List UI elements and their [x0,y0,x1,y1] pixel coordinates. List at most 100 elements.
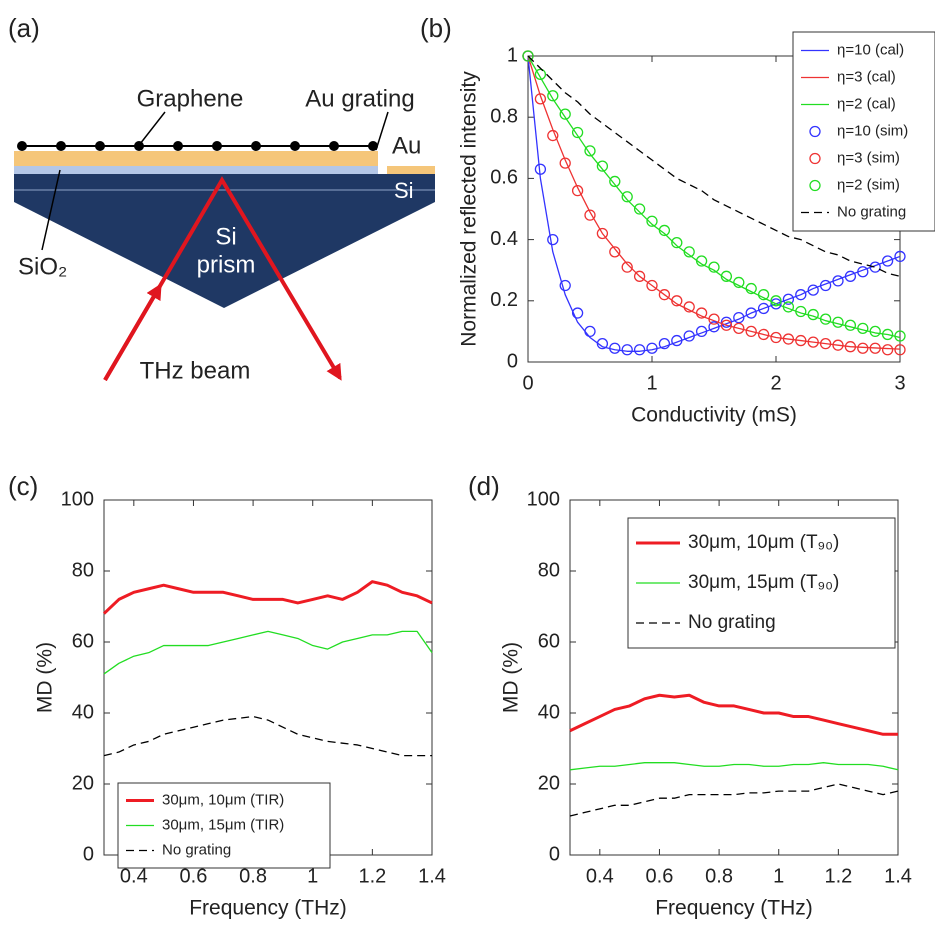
x-tick-label: 1.4 [884,865,912,887]
marker [745,325,757,338]
marker [547,129,559,142]
legend-swatch [809,179,821,192]
marker [559,108,571,120]
y-tick-label: 0 [507,350,518,372]
marker [770,298,782,310]
marker [609,175,621,188]
marker [534,93,547,105]
marker [534,163,547,175]
sio2-layer [14,166,378,174]
marker [832,275,844,287]
marker [782,293,795,305]
x-tick-label: 0.8 [705,865,733,887]
marker [745,307,757,319]
x-tick-label: 2 [770,372,781,394]
marker [757,302,770,315]
marker [708,313,720,325]
marker [609,342,621,354]
marker [795,289,807,301]
marker [547,90,559,102]
marker [522,50,534,62]
marker [708,321,720,333]
marker [894,344,906,356]
pointer [375,111,389,151]
graphene-dots [17,141,378,151]
marker [547,233,559,246]
si-prism [14,174,435,308]
au-layer [387,166,435,174]
y-tick-label: 0.4 [490,228,518,250]
marker [795,305,807,318]
marker [683,301,695,313]
marker [646,279,658,292]
legend-label: No grating [162,841,231,858]
marker [832,316,844,328]
x-tick-label: 1 [646,372,657,394]
marker [658,224,671,237]
marker [683,330,695,342]
marker [844,270,857,282]
label: prism [197,251,256,278]
x-tick-label: 0.8 [239,865,267,887]
label: Si [394,178,414,203]
legend-label: No grating [837,203,906,220]
panel-label: (a) [8,13,40,43]
marker [609,246,621,258]
y-tick-label: 40 [72,701,94,723]
y-tick-label: 80 [538,559,560,581]
marker [683,246,695,258]
legend-swatch [809,125,821,138]
marker [621,261,633,273]
x-tick-label: 1.2 [824,865,852,887]
marker [733,322,745,334]
au-grating [14,151,378,166]
marker [782,333,795,345]
x-tick-label: 0 [522,372,533,394]
line [569,693,898,736]
marker [571,184,584,197]
marker [869,342,881,354]
marker [671,237,683,249]
marker [819,313,832,325]
x-tick-label: 0.4 [586,865,614,887]
marker [584,325,596,338]
legend-label: η=10 (sim) [837,122,908,139]
marker [770,295,782,307]
marker [596,160,609,172]
marker [807,284,819,296]
marker [584,209,596,221]
label: THz beam [140,357,251,384]
marker [881,344,894,356]
panel-label: (d) [468,471,500,501]
x-tick-label: 1 [307,865,318,887]
y-tick-label: 100 [61,488,94,510]
legend-label: η=2 (sim) [837,176,900,193]
line [527,55,901,350]
pointer [139,111,166,145]
marker [819,337,832,350]
legend-label: η=3 (sim) [837,149,900,166]
marker [571,126,584,139]
marker [745,282,757,295]
label: Si [215,223,236,250]
label: SiO₂ [18,253,67,280]
line [569,762,899,771]
diagram: (a) Graphene Au grating Au Si SiO₂ Si pr… [8,13,435,384]
marker [807,308,819,321]
marker [621,344,633,356]
label: Au [392,132,421,159]
y-axis-label: Normalized reflected intensity [458,71,481,347]
marker [733,276,745,289]
panel-label: (b) [420,13,452,43]
marker [844,319,857,331]
marker [881,328,894,341]
marker [559,157,571,169]
marker [720,270,733,282]
label: Au grating [305,85,414,112]
line [527,55,901,352]
x-tick-label: 1 [773,865,784,887]
x-tick-label: 0.6 [646,865,674,887]
marker [596,227,609,240]
marker [894,250,906,263]
x-axis-label: Frequency (THz) [655,897,813,920]
